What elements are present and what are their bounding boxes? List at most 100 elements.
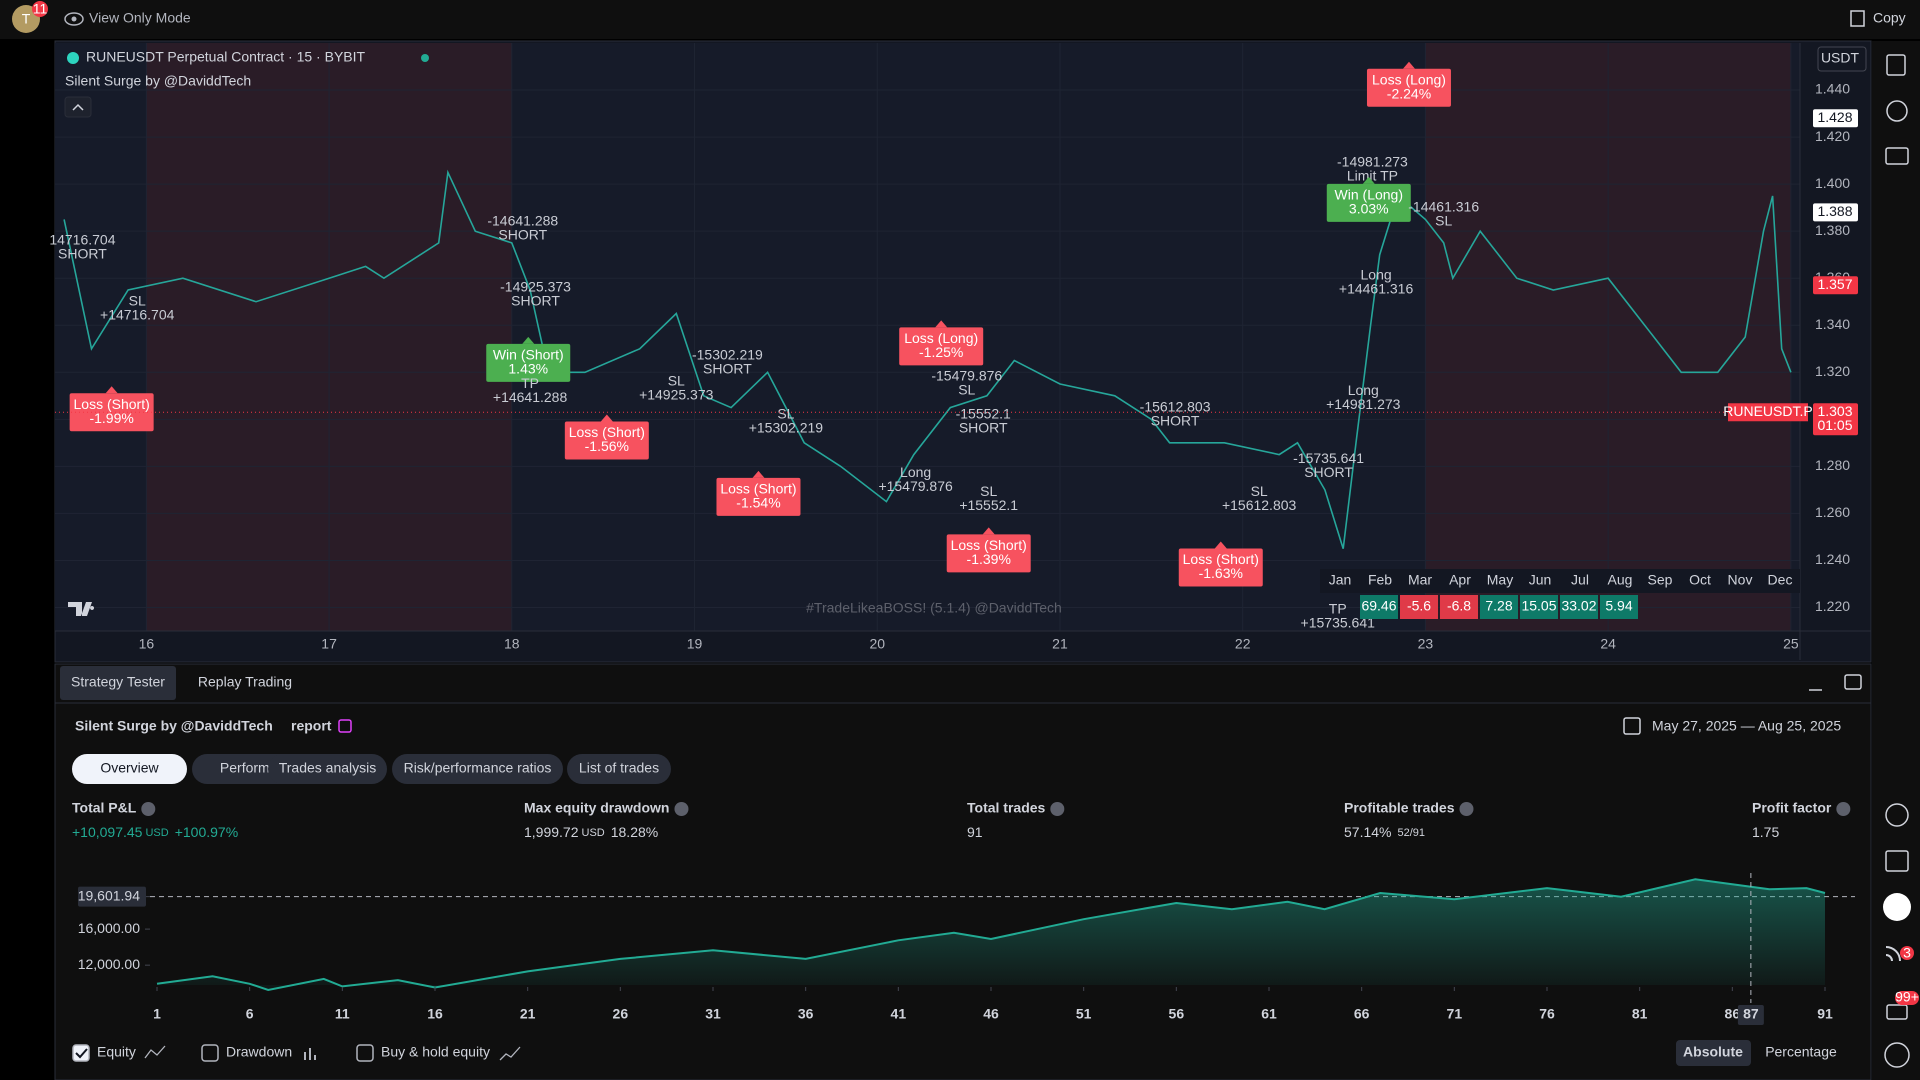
- toggle-label[interactable]: Equity: [97, 1044, 136, 1060]
- watchlist-icon[interactable]: [1886, 54, 1906, 76]
- trade-label: -15735.641: [1293, 450, 1364, 466]
- month-header-cell: [1640, 569, 1680, 593]
- help-icon[interactable]: [1884, 1042, 1910, 1068]
- x-tick-label: 19: [687, 636, 703, 652]
- calendar-icon[interactable]: [1885, 850, 1909, 872]
- scale-mode[interactable]: Percentage: [1765, 1044, 1837, 1060]
- month-header-cell: [1680, 569, 1720, 593]
- metric-number: 91: [967, 824, 983, 840]
- month-value: 69.46: [1361, 598, 1396, 614]
- price-badge: [1813, 403, 1858, 436]
- month-value-cell: [1440, 595, 1478, 619]
- trade-label: -15479.876: [931, 368, 1002, 384]
- buyhold-glyph: [499, 1046, 521, 1061]
- chat-icon[interactable]: [1885, 147, 1909, 165]
- loss-pointer: [600, 414, 613, 422]
- apps-icon[interactable]: [1883, 893, 1911, 921]
- month-header: Dec: [1768, 572, 1793, 588]
- y-tick-highlight: [78, 886, 146, 907]
- panel-tab[interactable]: Strategy Tester: [71, 674, 165, 690]
- month-header-cell: [1400, 569, 1440, 593]
- copy-icon[interactable]: [1850, 10, 1865, 27]
- month-header-cell: [1360, 569, 1400, 593]
- x-tick-label: 81: [1632, 1006, 1648, 1022]
- panel-tab[interactable]: Replay Trading: [198, 674, 292, 690]
- notification-badge: [32, 1, 48, 17]
- alerts-icon[interactable]: [1886, 100, 1908, 122]
- date-range[interactable]: May 27, 2025 — Aug 25, 2025: [1652, 718, 1841, 734]
- price-badge-text: 1.303: [1817, 403, 1852, 419]
- price-badge-text: 1.357: [1817, 276, 1852, 292]
- trade-result: -1.25%: [919, 344, 963, 360]
- x-tick-label: 20: [869, 636, 885, 652]
- subtab[interactable]: Overview: [100, 760, 159, 776]
- month-header: Aug: [1608, 572, 1633, 588]
- subtab[interactable]: List of trades: [579, 760, 659, 776]
- toggle-label[interactable]: Buy & hold equity: [381, 1044, 490, 1060]
- x-tick-label: 41: [891, 1006, 907, 1022]
- x-tick-label: 21: [520, 1006, 536, 1022]
- scale-mode-active[interactable]: [1676, 1040, 1751, 1066]
- subtab-pill[interactable]: [268, 754, 387, 784]
- trade-label: +14981.273: [1326, 396, 1401, 412]
- month-header: Mar: [1408, 572, 1432, 588]
- loss-box: [1366, 68, 1451, 107]
- x-tick-label: 16: [139, 636, 155, 652]
- checkbox[interactable]: [356, 1044, 374, 1062]
- trade-result: -1.63%: [1199, 565, 1243, 581]
- currency-button[interactable]: [1817, 46, 1867, 72]
- tab-active[interactable]: [60, 666, 176, 700]
- symbol-tag-text: RUNEUSDT.P: [1723, 403, 1812, 419]
- metric-label: Profitable trades: [1344, 800, 1455, 816]
- metric-number: 1,999.72: [524, 824, 579, 840]
- notifications-count: 99+: [1895, 989, 1919, 1005]
- subtab-pill[interactable]: [72, 754, 187, 784]
- x-tick-label: 23: [1418, 636, 1434, 652]
- trade-label: +14461.316: [1339, 281, 1414, 297]
- subtab[interactable]: Risk/performance ratios: [404, 760, 552, 776]
- scale-mode[interactable]: Absolute: [1683, 1044, 1743, 1060]
- y-tick-label: 1.240: [1815, 551, 1850, 567]
- x-tick-label: 22: [1235, 636, 1251, 652]
- collapse-chevron: [72, 103, 84, 111]
- drawdown-glyph: [304, 1048, 316, 1060]
- metric-value: 91: [967, 824, 983, 840]
- loss-box: [1178, 548, 1263, 587]
- collapse-button[interactable]: [64, 96, 92, 118]
- trade-label: SL: [129, 292, 146, 308]
- month-value: -6.8: [1447, 598, 1471, 614]
- subtab-pill[interactable]: [392, 754, 563, 784]
- copy-button[interactable]: Copy: [1873, 10, 1906, 26]
- month-value-cell: [1560, 595, 1598, 619]
- trade-result: Loss (Long): [904, 330, 978, 346]
- y-tick-label: 12,000.00: [78, 956, 140, 972]
- maximize-icon[interactable]: [1844, 674, 1862, 690]
- month-value: 15.05: [1521, 598, 1556, 614]
- crosshair-label: 87: [1743, 1006, 1759, 1022]
- x-tick-label: 1: [153, 1006, 161, 1022]
- checkbox[interactable]: [72, 1044, 90, 1062]
- checkbox[interactable]: [201, 1044, 219, 1062]
- trade-result: Loss (Short): [569, 424, 645, 440]
- trade-label: Limit TP: [1347, 168, 1398, 184]
- subtab[interactable]: Trades analysis: [279, 760, 377, 776]
- trade-label: +14925.373: [639, 386, 714, 402]
- notifications-icon[interactable]: [1886, 1004, 1908, 1020]
- metric-label: Profit factor: [1752, 800, 1832, 816]
- trade-result: 3.03%: [1349, 201, 1389, 217]
- y-tick-label: 19,601.94: [78, 887, 140, 903]
- month-header-cell: [1320, 569, 1360, 593]
- speed-icon[interactable]: [1885, 803, 1909, 827]
- month-value: -5.6: [1407, 598, 1431, 614]
- trade-label: +15735.641: [1301, 615, 1376, 631]
- trade-label: SL: [668, 372, 685, 388]
- subtab-pill[interactable]: [567, 754, 671, 784]
- market-status: [421, 54, 429, 62]
- x-tick-label: 21: [1052, 636, 1068, 652]
- feed-icon[interactable]: [1885, 946, 1901, 962]
- trade-label: SL: [958, 382, 975, 398]
- toggle-label[interactable]: Drawdown: [226, 1044, 292, 1060]
- notification-count: 11: [33, 1, 48, 17]
- trade-label: -14925.373: [500, 278, 571, 294]
